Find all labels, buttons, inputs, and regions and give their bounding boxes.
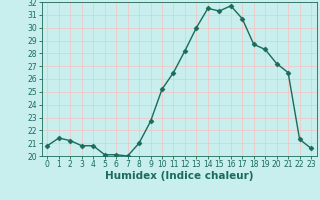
X-axis label: Humidex (Indice chaleur): Humidex (Indice chaleur) (105, 171, 253, 181)
